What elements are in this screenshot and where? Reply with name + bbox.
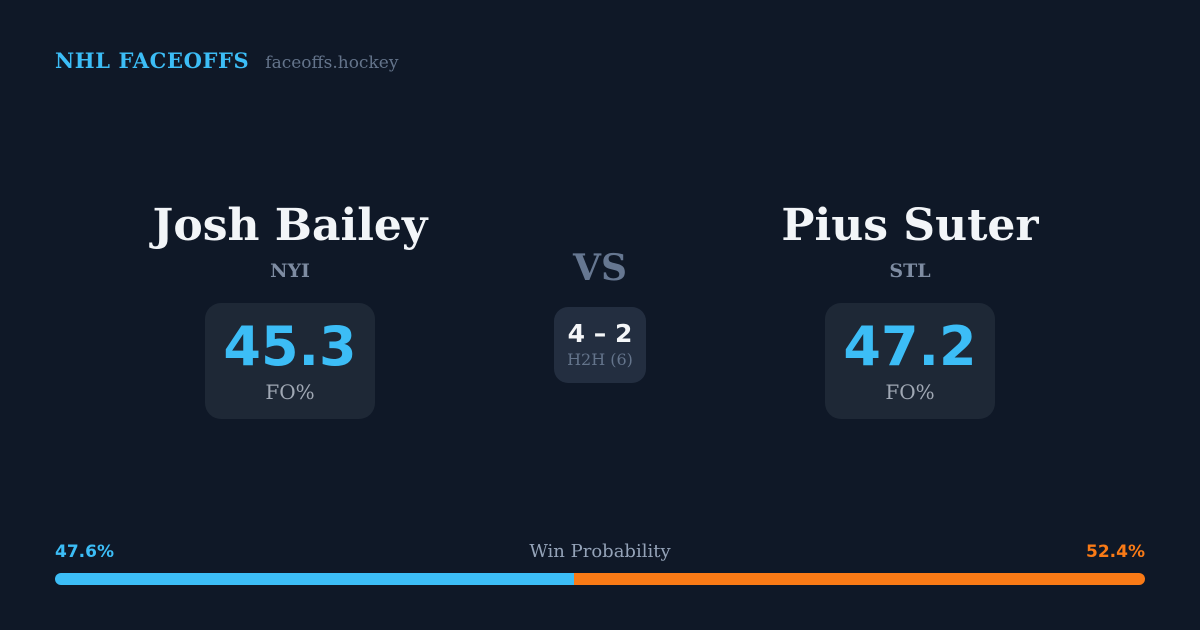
h2h-card: 4 – 2 H2H (6) [554,307,646,383]
win-bar-right-segment [573,573,1145,585]
win-probability-section: 47.6% Win Probability 52.4% [55,541,1145,585]
win-probability-labels: 47.6% Win Probability 52.4% [55,541,1145,562]
right-player-name: Pius Suter [781,200,1039,251]
left-stat-card: 45.3 FO% [205,303,375,420]
win-probability-title: Win Probability [529,541,671,562]
left-player-name: Josh Bailey [152,200,428,251]
left-stat-label: FO% [265,380,315,405]
left-stat-value: 45.3 [223,315,357,379]
left-player-team: NYI [270,260,310,283]
vs-label: VS [573,247,627,289]
win-bar-left-segment [55,573,574,585]
right-stat-value: 47.2 [843,315,977,379]
h2h-score: 4 – 2 [567,319,633,348]
right-stat-label: FO% [885,380,935,405]
right-player-team: STL [889,260,931,283]
right-win-pct: 52.4% [1086,542,1145,562]
right-stat-card: 47.2 FO% [825,303,995,420]
h2h-label: H2H (6) [567,350,633,369]
site-url: faceoffs.hockey [265,53,399,73]
header: NHL FACEOFFS faceoffs.hockey [55,48,398,73]
win-probability-bar [55,573,1145,585]
right-player-block: Pius Suter STL 47.2 FO% [760,200,1060,420]
left-player-block: Josh Bailey NYI 45.3 FO% [140,200,440,420]
brand-title: NHL FACEOFFS [55,48,250,73]
left-win-pct: 47.6% [55,542,114,562]
versus-block: VS 4 – 2 H2H (6) [500,250,700,383]
